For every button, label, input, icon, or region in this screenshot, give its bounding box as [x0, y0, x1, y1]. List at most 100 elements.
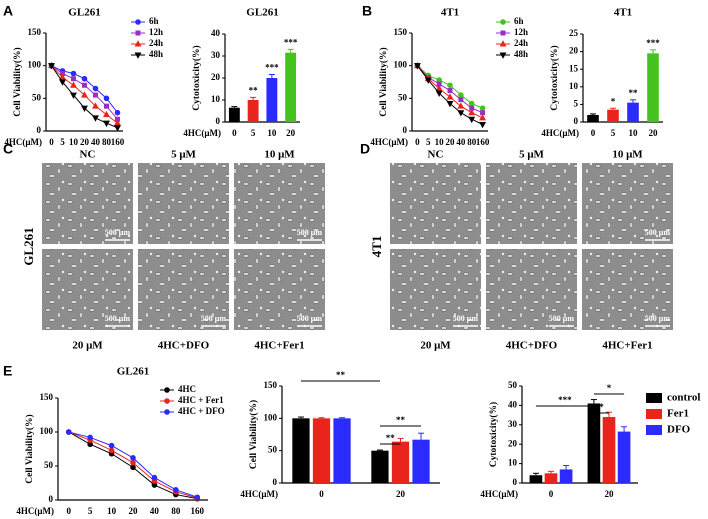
micrograph [486, 249, 577, 330]
micrograph [486, 163, 577, 244]
x-tick-label: 80 [467, 137, 477, 147]
micrograph [42, 249, 133, 330]
legend-label: 4HC [178, 384, 196, 394]
marker [59, 73, 66, 80]
micrograph [234, 249, 325, 330]
row-label: 4T1 [369, 236, 384, 258]
y-tick-label: 0 [574, 116, 579, 126]
significance-label: ** [396, 415, 406, 425]
y-axis-label: Cell Viability(%) [248, 400, 259, 469]
bar [647, 53, 659, 122]
y-tick-label: 25 [569, 28, 579, 38]
x-tick-label: 0 [66, 506, 71, 516]
bar [333, 418, 351, 483]
marker [93, 92, 98, 98]
significance-label: * [611, 96, 616, 106]
y-tick-label: 50 [32, 92, 42, 102]
marker [92, 85, 99, 92]
scale-bar-label: 500 μm [645, 314, 671, 323]
bar [559, 469, 573, 483]
y-tick-label: 150 [394, 27, 408, 37]
legend-label: 4HC + DFO [178, 406, 225, 416]
x-tick-label: 10 [107, 506, 117, 516]
marker [82, 82, 87, 88]
marker [59, 79, 66, 86]
scale-bar-label: 500 μm [297, 228, 323, 237]
micrograph [582, 163, 673, 244]
x-tick-label: 40 [91, 137, 101, 147]
marker [81, 105, 88, 112]
significance-label: *** [284, 37, 298, 47]
x-tick-label: 5 [426, 137, 431, 147]
marker [424, 77, 432, 84]
column-label: 20 μM [72, 340, 103, 352]
marker [103, 95, 110, 102]
bar [544, 473, 558, 483]
x-tick-label: 20 [446, 137, 456, 147]
y-axis-label: Cell Viability(%) [24, 414, 35, 483]
x-tick-label: 20 [129, 506, 139, 516]
bar [529, 475, 543, 483]
legend-marker [135, 19, 141, 25]
column-label: 4HC+Fer1 [602, 340, 652, 352]
bar [391, 441, 410, 483]
bar [247, 100, 259, 122]
marker [173, 487, 179, 493]
column-label: NC [428, 149, 444, 161]
marker [479, 121, 487, 129]
marker [130, 464, 136, 471]
x-axis-label: 4HC(μM) [370, 137, 408, 147]
legend-marker [500, 30, 506, 36]
marker [446, 101, 454, 108]
y-tick-label: 50 [44, 460, 54, 470]
bar [587, 403, 601, 483]
marker [458, 92, 464, 98]
column-label: 4HC+DFO [158, 340, 210, 352]
significance-label: * [599, 402, 604, 412]
y-axis-label: Cell Viability(%) [378, 47, 389, 116]
x-axis-label: 4HC(μM) [183, 128, 221, 138]
chart-title: GL261 [117, 366, 149, 378]
marker [114, 125, 121, 132]
legend-marker [134, 52, 142, 59]
marker [81, 75, 88, 82]
y-tick-label: 50 [508, 380, 518, 390]
x-axis-label: 4HC(μM) [240, 489, 278, 499]
marker [468, 108, 476, 116]
legend-label: 48h [149, 49, 163, 59]
x-tick-label: 5 [611, 128, 616, 138]
panel-letter: C [3, 141, 13, 157]
legend-label: 24h [514, 38, 528, 48]
marker [446, 93, 454, 100]
y-tick-label: 100 [394, 60, 408, 70]
legend-swatch [646, 425, 662, 435]
legend-label: DFO [667, 424, 691, 436]
x-tick-label: 40 [150, 506, 160, 516]
chart-title: GL261 [68, 7, 100, 19]
marker [435, 90, 443, 97]
y-tick-label: 0 [216, 116, 221, 126]
x-axis-label: 4HC(μM) [541, 128, 579, 138]
chart-title: 4T1 [614, 7, 632, 19]
legend-marker [164, 409, 170, 415]
micrograph [390, 163, 481, 244]
x-tick-label: 40 [456, 137, 466, 147]
y-tick-label: 20 [569, 46, 579, 56]
y-tick-label: 15 [569, 63, 579, 73]
scale-bar-label: 500 μm [105, 314, 131, 323]
x-tick-label: 0 [415, 137, 420, 147]
significance-label: *** [265, 63, 279, 73]
column-label: NC [80, 149, 96, 161]
micrograph [582, 249, 673, 330]
x-tick-label: 10 [435, 137, 445, 147]
marker [71, 76, 76, 82]
y-tick-label: 20 [508, 438, 518, 448]
micrograph [138, 249, 229, 330]
bar [371, 450, 389, 483]
y-tick-label: 30 [211, 50, 221, 60]
significance-label: ** [249, 85, 259, 95]
marker [65, 429, 72, 435]
scale-bar-label: 500 μm [549, 314, 575, 323]
marker [103, 110, 110, 118]
